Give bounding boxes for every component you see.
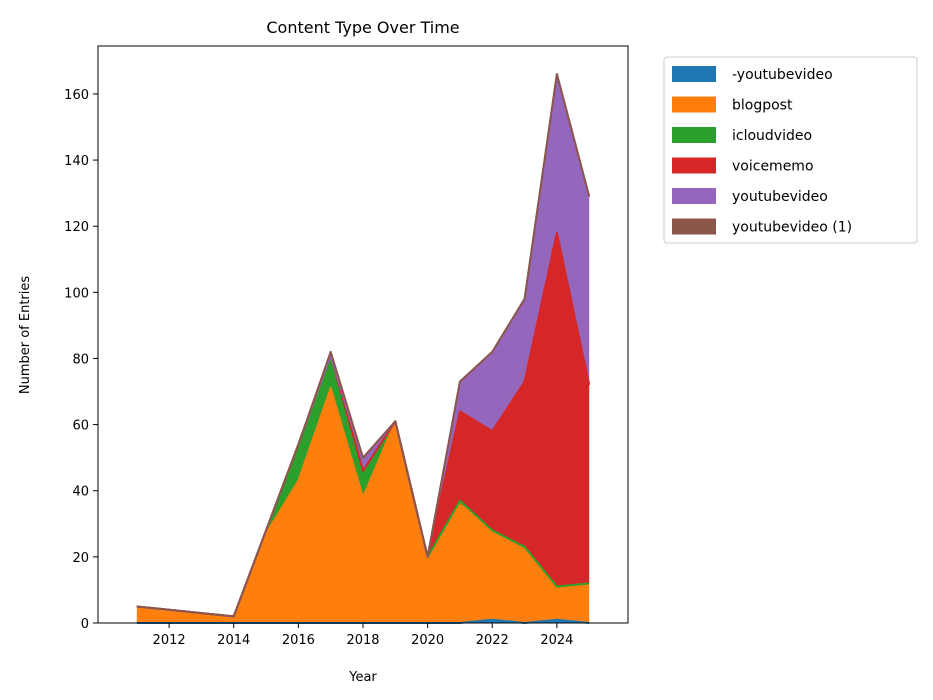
x-tick-label: 2014 xyxy=(217,633,250,648)
legend-label: youtubevideo xyxy=(732,189,828,205)
x-tick-label: 2016 xyxy=(282,633,315,648)
y-tick-label: 0 xyxy=(81,617,89,632)
legend-label: icloudvideo xyxy=(732,128,812,144)
stacked-areas xyxy=(136,74,590,623)
x-tick-label: 2018 xyxy=(346,633,379,648)
x-tick-label: 2024 xyxy=(540,633,573,648)
y-tick-label: 140 xyxy=(64,154,89,169)
y-axis-label: Number of Entries xyxy=(18,276,33,395)
legend-frame xyxy=(663,56,918,244)
y-tick-label: 120 xyxy=(64,220,89,235)
y-tick-label: 40 xyxy=(72,485,89,500)
legend-swatch xyxy=(672,218,716,235)
x-axis-label: Year xyxy=(348,670,377,685)
legend-swatch xyxy=(672,66,716,82)
y-tick-label: 60 xyxy=(72,419,89,434)
x-tick-label: 2012 xyxy=(153,633,186,648)
legend-label: voicememo xyxy=(732,159,814,175)
legend: -youtubevideo blogpost icloudvideo voicemem… xyxy=(663,56,918,244)
area-series-2 xyxy=(136,355,590,617)
line-series-5 xyxy=(136,73,591,618)
y-tick-label: 160 xyxy=(64,88,89,103)
x-axis-ticks: 2012 2014 2016 2018 2020 2022 2024 xyxy=(153,623,573,648)
y-tick-label: 20 xyxy=(72,551,89,566)
y-axis-ticks: 0 20 40 60 80 100 120 140 160 xyxy=(64,88,98,632)
y-tick-label: 100 xyxy=(64,286,89,301)
legend-swatch xyxy=(672,157,716,174)
legend-swatch xyxy=(672,188,716,204)
legend-label: blogpost xyxy=(732,98,793,114)
x-tick-label: 2020 xyxy=(411,633,444,648)
area-series-3 xyxy=(136,232,590,617)
x-tick-label: 2022 xyxy=(476,633,509,648)
legend-label: youtubevideo (1) xyxy=(732,220,852,236)
chart-title: Content Type Over Time xyxy=(266,18,459,37)
legend-label: -youtubevideo xyxy=(732,67,833,83)
area-series-4 xyxy=(136,74,590,617)
legend-swatch xyxy=(672,127,716,143)
area-series-1 xyxy=(136,388,590,623)
legend-swatch xyxy=(672,96,716,113)
y-tick-label: 80 xyxy=(72,352,89,367)
